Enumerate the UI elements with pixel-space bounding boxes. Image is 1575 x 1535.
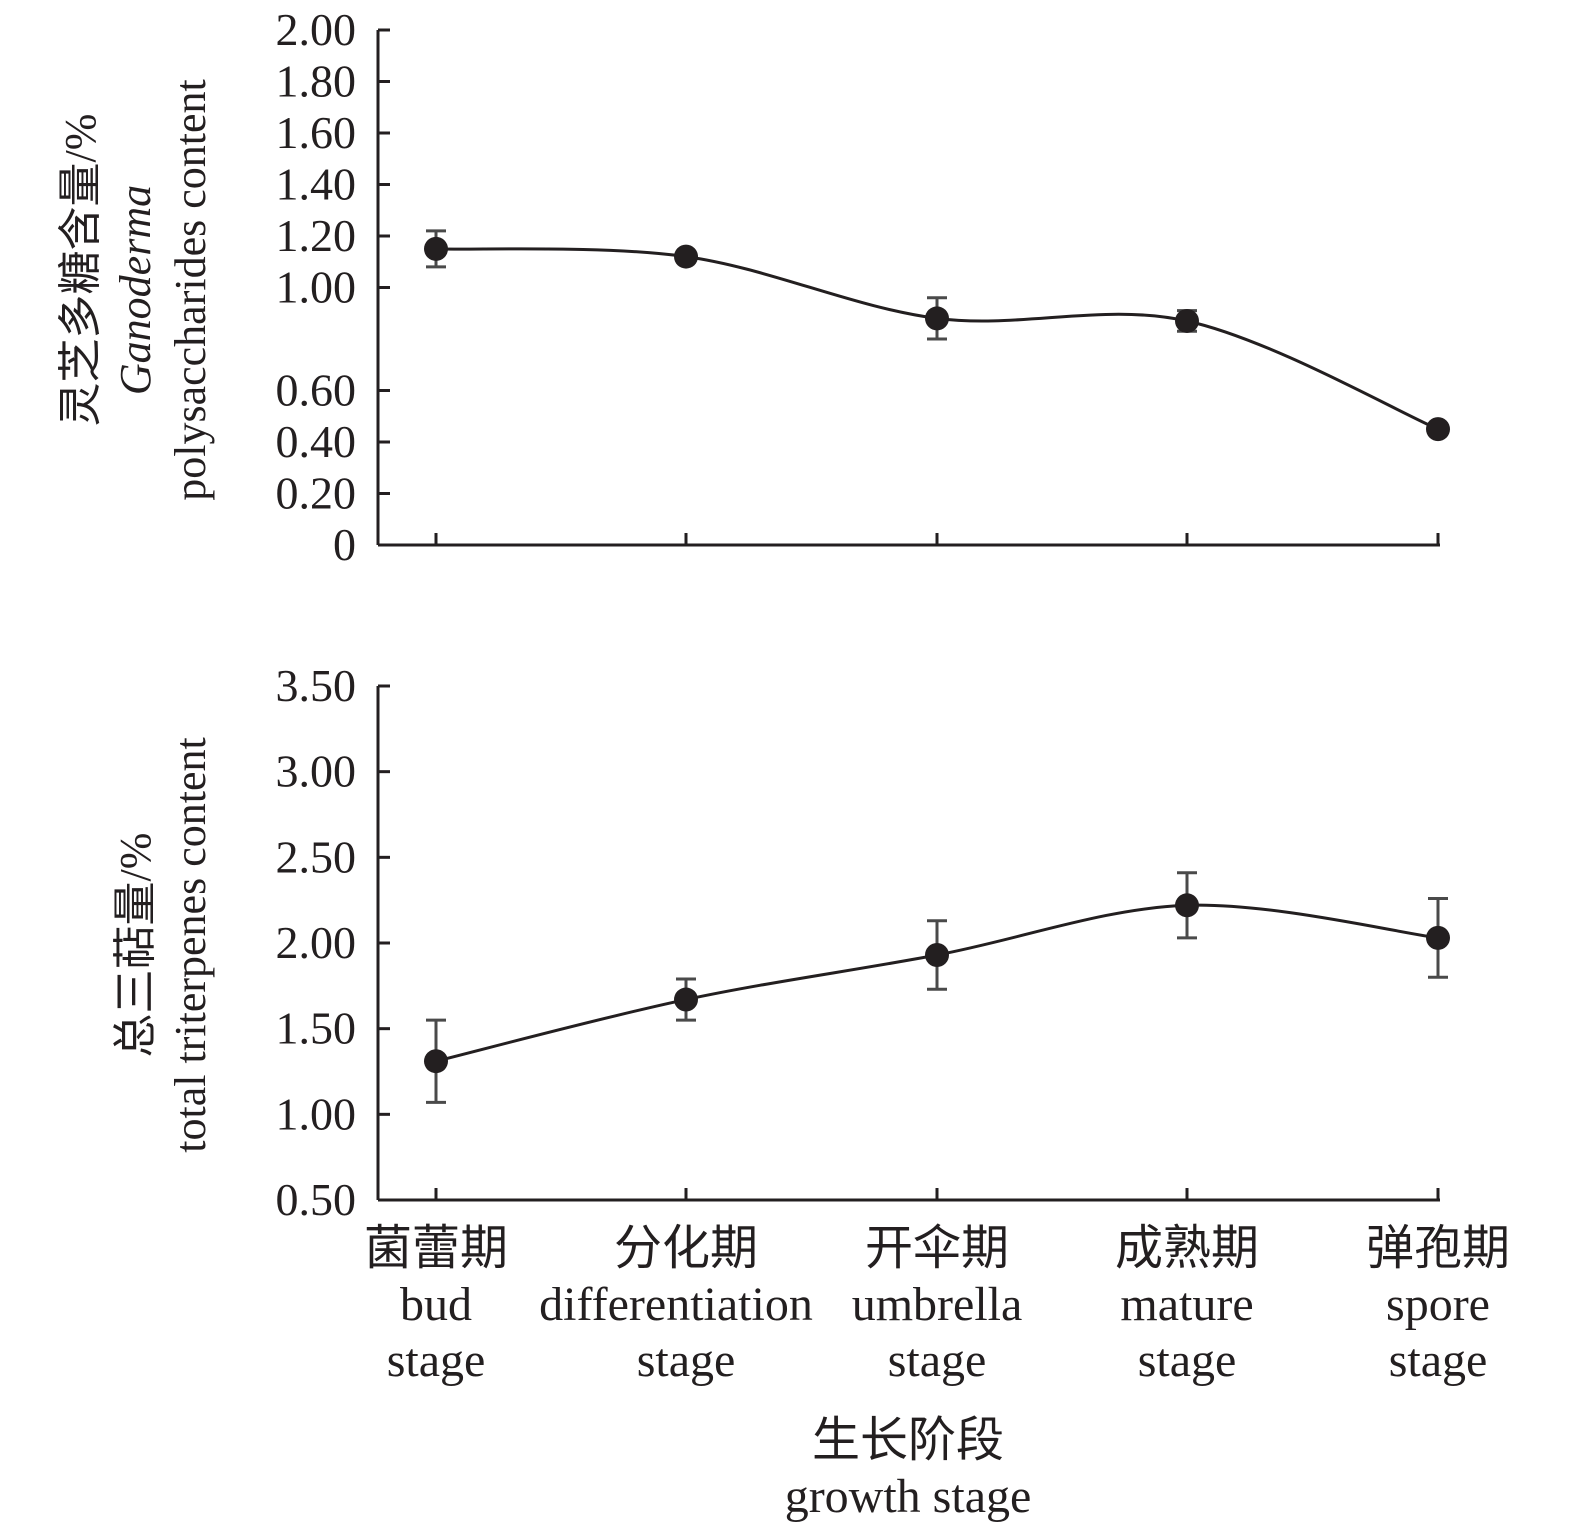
- x-category-stage: stage: [387, 1334, 486, 1387]
- x-axis-title-cn: 生长阶段: [812, 1414, 1004, 1467]
- top-y-tick-label: 0.20: [276, 468, 357, 519]
- bottom-y-ticks: 0.50 1.00 1.50 2.00 2.50 3.00 3.50: [276, 660, 390, 1225]
- x-category-en: bud: [400, 1278, 472, 1331]
- bottom-y-tick-label: 1.50: [276, 1003, 357, 1054]
- top-y-tick-label: 1.20: [276, 210, 357, 261]
- top-series: [424, 229, 1450, 442]
- top-x-ticks: [434, 533, 1440, 545]
- top-data-point: [674, 244, 698, 269]
- bottom-series: [424, 871, 1450, 1104]
- top-data-point: [1175, 308, 1199, 333]
- x-category-labels: 菌蕾期budstage分化期differentiationstage开伞期umb…: [364, 1222, 1510, 1387]
- top-ylabel-en: polysaccharides content: [166, 79, 215, 501]
- x-category-stage: stage: [637, 1334, 736, 1387]
- top-ylabel-cn: 灵芝多糖含量/%: [56, 114, 105, 427]
- x-category-en: mature: [1120, 1278, 1253, 1331]
- x-category-cn: 菌蕾期: [364, 1222, 508, 1275]
- x-axis-title-en: growth stage: [785, 1470, 1032, 1523]
- bottom-y-tick-label: 2.50: [276, 831, 357, 882]
- x-category-en: spore: [1386, 1278, 1490, 1331]
- bottom-data-point: [674, 987, 698, 1012]
- bottom-ylabel-en: total triterpenes content: [166, 737, 215, 1152]
- bottom-y-tick-label: 0.50: [276, 1174, 357, 1225]
- bottom-ylabel-cn: 总三萜量/%: [111, 833, 160, 1058]
- top-data-point: [424, 236, 448, 261]
- top-panel: 00.200.400.60 1.001.201.401.601.802.00 灵芝…: [56, 4, 1450, 570]
- top-data-point: [925, 306, 949, 331]
- top-y-tick-label: 1.00: [276, 262, 357, 313]
- bottom-panel: 0.50 1.00 1.50 2.00 2.50 3.00 3.50 总三萜量/% tota…: [111, 660, 1450, 1225]
- bottom-data-point: [1426, 925, 1450, 950]
- x-category-cn: 弹孢期: [1366, 1222, 1510, 1275]
- x-category-stage: stage: [1138, 1334, 1237, 1387]
- bottom-data-point: [1175, 893, 1199, 918]
- top-ylabel-en-italic: Ganoderma: [111, 185, 160, 395]
- x-category-stage: stage: [1389, 1334, 1488, 1387]
- top-y-tick-label: 1.40: [276, 159, 357, 210]
- top-y-tick-label: 0: [333, 519, 356, 570]
- top-y-tick-label: 1.60: [276, 107, 357, 158]
- bottom-y-tick-label: 1.00: [276, 1088, 357, 1139]
- bottom-y-tick-label: 2.00: [276, 917, 357, 968]
- x-category-cn: 分化期: [614, 1222, 758, 1275]
- top-y-tick-label: 2.00: [276, 4, 357, 55]
- bottom-y-tick-label: 3.50: [276, 660, 357, 711]
- top-y-tick-label: 0.60: [276, 365, 357, 416]
- bottom-data-point: [925, 942, 949, 967]
- bottom-x-ticks: [434, 1188, 1440, 1200]
- x-category-en: umbrella: [852, 1278, 1023, 1331]
- x-category-stage: stage: [888, 1334, 987, 1387]
- top-y-tick-label: 1.80: [276, 56, 357, 107]
- bottom-data-point: [424, 1049, 448, 1074]
- bottom-y-tick-label: 3.00: [276, 746, 357, 797]
- top-data-point: [1426, 417, 1450, 442]
- x-category-cn: 成熟期: [1115, 1222, 1259, 1275]
- top-y-tick-label: 0.40: [276, 416, 357, 467]
- x-category-cn: 开伞期: [865, 1222, 1009, 1275]
- top-y-ticks: 00.200.400.60 1.001.201.401.601.802.00: [276, 4, 390, 570]
- x-category-en: differentiation: [539, 1278, 813, 1331]
